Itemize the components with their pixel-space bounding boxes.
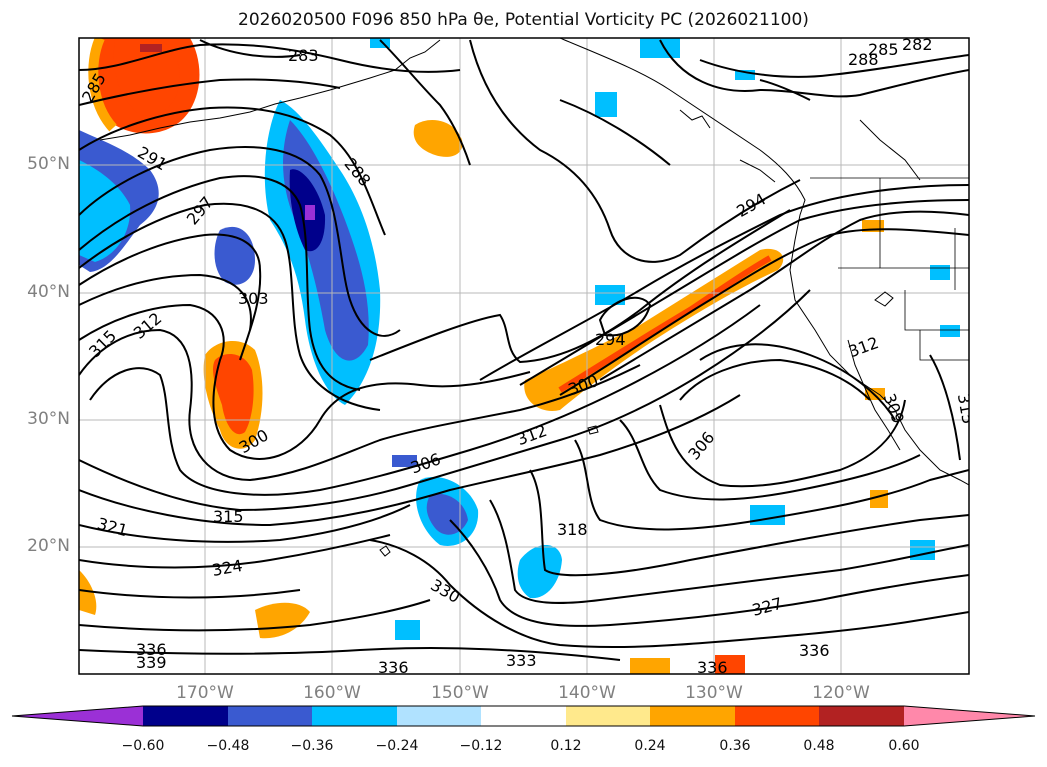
lon-label-120w: 120°W bbox=[812, 683, 870, 703]
contour-label: 283 bbox=[288, 46, 319, 65]
colorbar-segment bbox=[566, 706, 650, 726]
lat-label-30n: 30°N bbox=[27, 409, 70, 429]
contour-label: 339 bbox=[136, 653, 167, 672]
contour-label: 336 bbox=[136, 640, 167, 659]
contour-label: 294 bbox=[595, 330, 626, 349]
colorbar-tick-label: 0.36 bbox=[719, 738, 751, 754]
coastlines bbox=[99, 38, 969, 557]
colorbar bbox=[11, 705, 1036, 727]
lat-label-20n: 20°N bbox=[27, 536, 70, 556]
colorbar-tick-label: −0.12 bbox=[459, 738, 503, 754]
colorbar-extend-high bbox=[904, 706, 1035, 726]
colorbar-tick-label: 0.60 bbox=[888, 738, 920, 754]
colorbar-tick-label: −0.24 bbox=[375, 738, 419, 754]
map-frame bbox=[78, 37, 970, 675]
contour-label: 315 bbox=[213, 507, 244, 526]
colorbar-segment bbox=[312, 706, 397, 726]
colorbar-segment bbox=[650, 706, 735, 726]
colorbar-tick-label: −0.60 bbox=[121, 738, 165, 754]
lon-label-130w: 130°W bbox=[685, 683, 743, 703]
contour-label: 285 bbox=[868, 40, 899, 59]
colorbar-tick-label: 0.12 bbox=[550, 738, 582, 754]
map-title: 2026020500 F096 850 hPa θe, Potential Vo… bbox=[238, 10, 809, 30]
map-panel: 285 283 285 282 288 291 288 297 294 303 … bbox=[78, 35, 970, 677]
contour-label: 336 bbox=[378, 658, 409, 677]
colorbar-segment bbox=[481, 706, 566, 726]
lat-label-40n: 40°N bbox=[27, 282, 70, 302]
contour-label: 333 bbox=[506, 651, 537, 670]
colorbar-segment bbox=[143, 706, 228, 726]
political-boundaries bbox=[810, 177, 969, 361]
lon-label-140w: 140°W bbox=[558, 683, 616, 703]
contour-label: 336 bbox=[799, 641, 830, 660]
colorbar-tick-label: −0.48 bbox=[206, 738, 250, 754]
contour-label: 282 bbox=[902, 35, 933, 54]
contour-label: 303 bbox=[238, 289, 269, 308]
lon-label-150w: 150°W bbox=[431, 683, 489, 703]
colorbar-segment bbox=[819, 706, 904, 726]
colorbar-extend-low bbox=[12, 706, 143, 726]
colorbar-segment bbox=[735, 706, 819, 726]
contour-label: 288 bbox=[848, 50, 879, 69]
colorbar-tick-label: −0.36 bbox=[290, 738, 334, 754]
contour-label: 336 bbox=[697, 658, 728, 677]
lat-label-50n: 50°N bbox=[27, 154, 70, 174]
colorbar-tick-label: 0.24 bbox=[634, 738, 666, 754]
colorbar-tick-label: 0.48 bbox=[803, 738, 835, 754]
colorbar-segment bbox=[228, 706, 312, 726]
theta-e-contours bbox=[79, 39, 969, 661]
graticule bbox=[79, 38, 969, 674]
colorbar-segment bbox=[397, 706, 481, 726]
contour-label: 318 bbox=[557, 520, 588, 539]
lon-label-170w: 170°W bbox=[176, 683, 234, 703]
lon-label-160w: 160°W bbox=[303, 683, 361, 703]
